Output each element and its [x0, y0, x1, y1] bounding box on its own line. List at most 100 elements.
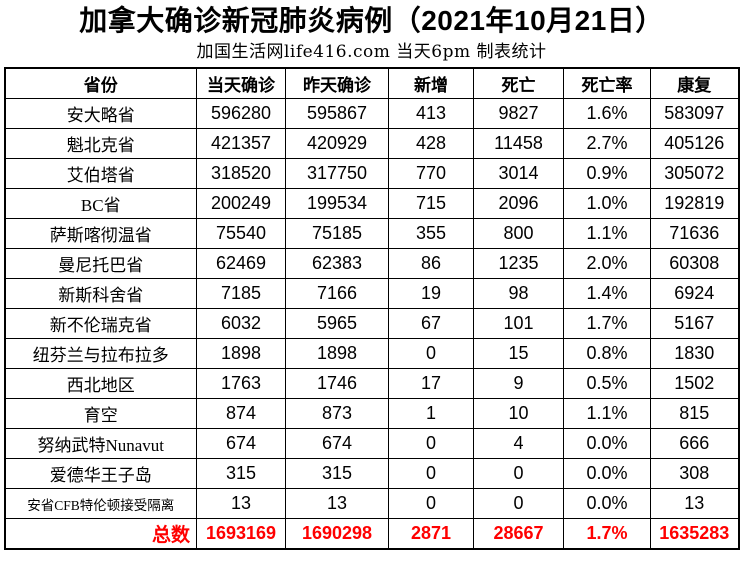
recovered-cell: 13	[650, 488, 739, 519]
column-header-deaths: 死亡	[473, 67, 564, 99]
yesterday-confirmed-cell: 317750	[285, 158, 389, 189]
today-confirmed-cell: 318520	[196, 158, 286, 189]
totals-yesterday-confirmed-cell: 1690298	[285, 518, 389, 550]
yesterday-confirmed-cell: 62383	[285, 248, 389, 279]
new-cases-cell: 86	[388, 248, 474, 279]
death-rate-cell: 0.0%	[563, 488, 651, 519]
column-header-province: 省份	[4, 67, 197, 99]
province-cell: 曼尼托巴省	[4, 248, 197, 279]
deaths-cell: 15	[473, 338, 564, 369]
recovered-cell: 5167	[650, 308, 739, 339]
recovered-cell: 405126	[650, 128, 739, 159]
table-row: 纽芬兰与拉布拉多 1898 1898 0 15 0.8% 1830	[4, 338, 739, 369]
deaths-cell: 9	[473, 368, 564, 399]
today-confirmed-cell: 6032	[196, 308, 286, 339]
today-confirmed-cell: 874	[196, 398, 286, 429]
death-rate-cell: 1.6%	[563, 98, 651, 129]
totals-death-rate-cell: 1.7%	[563, 518, 651, 550]
deaths-cell: 11458	[473, 128, 564, 159]
recovered-cell: 305072	[650, 158, 739, 189]
yesterday-confirmed-cell: 1746	[285, 368, 389, 399]
new-cases-cell: 428	[388, 128, 474, 159]
totals-label: 总数	[4, 518, 197, 550]
recovered-cell: 71636	[650, 218, 739, 249]
recovered-cell: 815	[650, 398, 739, 429]
table-row: 努纳武特Nunavut 674 674 0 4 0.0% 666	[4, 428, 739, 459]
death-rate-cell: 1.0%	[563, 188, 651, 219]
table-row: 新斯科舍省 7185 7166 19 98 1.4% 6924	[4, 278, 739, 309]
table-row: 爱德华王子岛 315 315 0 0 0.0% 308	[4, 458, 739, 489]
today-confirmed-cell: 7185	[196, 278, 286, 309]
death-rate-cell: 0.0%	[563, 458, 651, 489]
deaths-cell: 4	[473, 428, 564, 459]
table-body: 安大略省 596280 595867 413 9827 1.6% 583097 魁北克省 421…	[4, 98, 739, 550]
death-rate-cell: 0.8%	[563, 338, 651, 369]
column-header-today-confirmed: 当天确诊	[196, 67, 286, 99]
table-row: 新不伦瑞克省 6032 5965 67 101 1.7% 5167	[4, 308, 739, 339]
today-confirmed-cell: 421357	[196, 128, 286, 159]
deaths-cell: 3014	[473, 158, 564, 189]
new-cases-cell: 770	[388, 158, 474, 189]
province-cell: 努纳武特Nunavut	[4, 428, 197, 459]
recovered-cell: 60308	[650, 248, 739, 279]
deaths-cell: 0	[473, 488, 564, 519]
totals-recovered-cell: 1635283	[650, 518, 739, 550]
province-cell: 艾伯塔省	[4, 158, 197, 189]
page: 加拿大确诊新冠肺炎病例（2021年10月21日） 加国生活网life416.co…	[0, 5, 743, 578]
recovered-cell: 1502	[650, 368, 739, 399]
page-title: 加拿大确诊新冠肺炎病例（2021年10月21日）	[79, 5, 664, 36]
totals-new-cases-cell: 2871	[388, 518, 474, 550]
table-row: 安省CFB特伦顿接受隔离 13 13 0 0 0.0% 13	[4, 488, 739, 519]
totals-row: 总数 1693169 1690298 2871 28667 1.7% 1635283	[4, 518, 739, 550]
today-confirmed-cell: 674	[196, 428, 286, 459]
province-cell: 魁北克省	[4, 128, 197, 159]
yesterday-confirmed-cell: 75185	[285, 218, 389, 249]
column-header-new-cases: 新增	[388, 67, 474, 99]
deaths-cell: 10	[473, 398, 564, 429]
column-header-yesterday-confirmed: 昨天确诊	[285, 67, 389, 99]
totals-today-confirmed-cell: 1693169	[196, 518, 286, 550]
totals-deaths-cell: 28667	[473, 518, 564, 550]
today-confirmed-cell: 62469	[196, 248, 286, 279]
yesterday-confirmed-cell: 674	[285, 428, 389, 459]
death-rate-cell: 1.1%	[563, 398, 651, 429]
yesterday-confirmed-cell: 1898	[285, 338, 389, 369]
province-cell: BC省	[4, 188, 197, 219]
recovered-cell: 666	[650, 428, 739, 459]
deaths-cell: 2096	[473, 188, 564, 219]
yesterday-confirmed-cell: 7166	[285, 278, 389, 309]
table-row: 魁北克省 421357 420929 428 11458 2.7% 405126	[4, 128, 739, 159]
recovered-cell: 583097	[650, 98, 739, 129]
death-rate-cell: 2.7%	[563, 128, 651, 159]
province-cell: 西北地区	[4, 368, 197, 399]
yesterday-confirmed-cell: 199534	[285, 188, 389, 219]
province-cell: 新斯科舍省	[4, 278, 197, 309]
death-rate-cell: 1.1%	[563, 218, 651, 249]
death-rate-cell: 1.4%	[563, 278, 651, 309]
recovered-cell: 192819	[650, 188, 739, 219]
page-subtitle: 加国生活网life416.com 当天6pm 制表统计	[196, 42, 547, 62]
yesterday-confirmed-cell: 13	[285, 488, 389, 519]
new-cases-cell: 0	[388, 428, 474, 459]
province-cell: 纽芬兰与拉布拉多	[4, 338, 197, 369]
death-rate-cell: 0.5%	[563, 368, 651, 399]
new-cases-cell: 1	[388, 398, 474, 429]
table-row: 安大略省 596280 595867 413 9827 1.6% 583097	[4, 98, 739, 129]
deaths-cell: 800	[473, 218, 564, 249]
deaths-cell: 98	[473, 278, 564, 309]
new-cases-cell: 19	[388, 278, 474, 309]
today-confirmed-cell: 75540	[196, 218, 286, 249]
today-confirmed-cell: 596280	[196, 98, 286, 129]
today-confirmed-cell: 13	[196, 488, 286, 519]
column-header-death-rate: 死亡率	[563, 67, 651, 99]
deaths-cell: 9827	[473, 98, 564, 129]
yesterday-confirmed-cell: 420929	[285, 128, 389, 159]
province-cell: 爱德华王子岛	[4, 458, 197, 489]
new-cases-cell: 355	[388, 218, 474, 249]
yesterday-confirmed-cell: 5965	[285, 308, 389, 339]
death-rate-cell: 2.0%	[563, 248, 651, 279]
table-row: 萨斯喀彻温省 75540 75185 355 800 1.1% 71636	[4, 218, 739, 249]
today-confirmed-cell: 315	[196, 458, 286, 489]
death-rate-cell: 1.7%	[563, 308, 651, 339]
new-cases-cell: 715	[388, 188, 474, 219]
